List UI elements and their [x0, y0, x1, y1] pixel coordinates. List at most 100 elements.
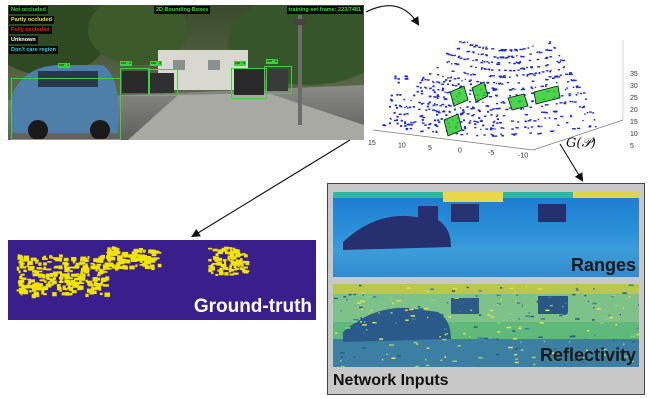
- lidar-point: [443, 98, 447, 100]
- reflectivity-pixel: [396, 355, 401, 357]
- mask-pixel: [110, 252, 114, 255]
- reflectivity-pixel: [622, 307, 625, 309]
- lidar-point: [555, 81, 558, 84]
- mask-pixel: [64, 265, 68, 269]
- lidar-point: [502, 57, 505, 59]
- mask-pixel: [80, 271, 84, 275]
- mask-pixel: [217, 269, 223, 272]
- mask-pixel: [243, 266, 248, 269]
- lidar-point: [538, 52, 540, 54]
- x-tick-label: 15: [368, 140, 376, 147]
- mask-pixel: [18, 270, 21, 274]
- mask-pixel: [23, 255, 30, 260]
- mask-pixel: [79, 261, 86, 265]
- lidar-point: [420, 130, 423, 133]
- reflectivity-pixel: [631, 360, 634, 363]
- mask-pixel: [99, 269, 104, 272]
- mask-pixel: [43, 293, 47, 296]
- lidar-point: [441, 103, 445, 106]
- network-inputs-panel: Ranges Reflectivity Network Inputs: [327, 183, 645, 395]
- lidar-point: [545, 56, 549, 59]
- lidar-point: [442, 87, 445, 90]
- lidar-point: [461, 80, 463, 82]
- lidar-point: [490, 61, 493, 63]
- mask-pixel: [138, 257, 144, 262]
- lidar-point: [538, 72, 541, 74]
- lidar-point: [420, 102, 424, 105]
- mask-pixel: [24, 257, 29, 262]
- reflectivity-pixel: [438, 289, 442, 291]
- mask-pixel: [144, 256, 149, 260]
- x-tick-label: 10: [398, 143, 406, 150]
- reflectivity-pixel: [628, 284, 634, 286]
- mask-pixel: [211, 266, 215, 270]
- reflectivity-pixel: [424, 307, 429, 310]
- lidar-point: [577, 127, 581, 130]
- mask-pixel: [139, 249, 142, 253]
- lidar-point: [495, 82, 498, 85]
- mask-pixel: [129, 265, 135, 270]
- lidar-point: [399, 94, 402, 96]
- lidar-point: [545, 78, 547, 81]
- mask-pixel: [106, 254, 110, 259]
- reflectivity-pixel: [608, 314, 611, 317]
- mask-pixel: [79, 273, 82, 276]
- lidar-point: [541, 105, 544, 108]
- reflectivity-pixel: [532, 363, 536, 366]
- legend-partly-occluded: Partly occluded: [9, 16, 54, 24]
- lidar-point: [583, 92, 586, 94]
- lidar-point: [447, 60, 450, 63]
- lidar-point: [437, 74, 440, 76]
- lidar-point: [531, 87, 534, 90]
- x-tick-label: -10: [518, 153, 528, 160]
- lidar-point: [545, 64, 548, 67]
- lidar-point: [462, 111, 465, 113]
- lidar-point: [535, 86, 537, 88]
- lidar-point: [575, 93, 578, 96]
- reflectivity-pixel: [390, 307, 393, 309]
- mask-pixel: [77, 276, 84, 281]
- reflectivity-pixel: [416, 343, 419, 345]
- mask-pixel: [225, 266, 229, 271]
- lidar-point: [537, 118, 540, 121]
- reflectivity-label: Reflectivity: [539, 345, 636, 365]
- y-tick-label: 10: [630, 131, 638, 138]
- reflectivity-pixel: [524, 328, 530, 330]
- reflectivity-pixel: [636, 327, 639, 330]
- reflectivity-pixel: [534, 295, 537, 298]
- reflectivity-pixel: [353, 356, 356, 358]
- lidar-point: [448, 91, 451, 93]
- mask-pixel: [97, 260, 102, 263]
- lidar-point: [436, 94, 439, 96]
- mask-pixel: [240, 263, 244, 267]
- lidar-point: [537, 125, 540, 127]
- mask-pixel: [116, 248, 120, 251]
- reflectivity-pixel: [430, 299, 436, 302]
- lidar-point: [436, 113, 439, 116]
- lidar-point: [492, 124, 495, 127]
- lidar-point: [538, 72, 541, 75]
- reflectivity-pixel: [478, 357, 483, 359]
- lidar-point: [500, 101, 503, 104]
- mask-pixel: [102, 264, 109, 269]
- mask-pixel: [151, 265, 155, 271]
- lidar-point: [530, 73, 534, 75]
- reflectivity-pixel: [592, 307, 595, 309]
- mask-pixel: [37, 267, 41, 270]
- mask-pixel: [33, 286, 39, 291]
- lidar-point: [497, 61, 500, 64]
- mask-pixel: [85, 271, 90, 274]
- mask-pixel: [242, 253, 246, 255]
- reflectivity-pixel: [405, 363, 410, 366]
- lidar-point: [499, 121, 502, 124]
- mask-pixel: [208, 247, 213, 250]
- lidar-point: [453, 108, 457, 111]
- lidar-point: [413, 121, 417, 123]
- mask-pixel: [242, 268, 246, 273]
- lidar-point: [499, 56, 502, 58]
- camera-image: car · 1 car · 2 car · 3 car · 4 car · 5 …: [8, 5, 364, 140]
- lidar-point: [449, 54, 453, 56]
- mask-pixel: [99, 292, 103, 296]
- mask-pixel: [145, 262, 148, 266]
- mask-pixel: [117, 257, 120, 262]
